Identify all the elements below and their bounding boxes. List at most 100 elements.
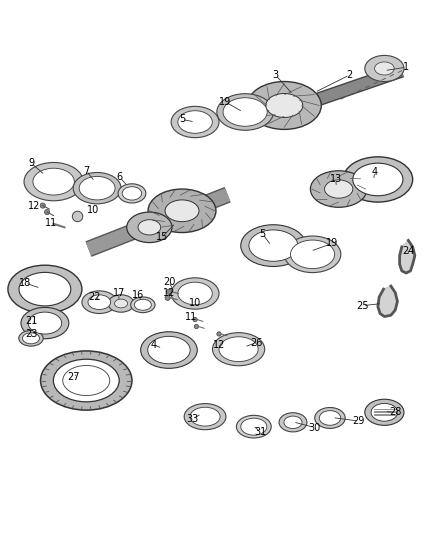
Text: 29: 29 xyxy=(352,416,364,426)
Text: 19: 19 xyxy=(219,97,232,107)
Text: 2: 2 xyxy=(346,70,353,80)
Text: 28: 28 xyxy=(389,407,402,417)
Text: 20: 20 xyxy=(163,277,175,287)
Ellipse shape xyxy=(184,403,226,430)
Text: 7: 7 xyxy=(83,166,89,176)
Ellipse shape xyxy=(41,351,132,410)
Text: 11: 11 xyxy=(184,312,197,321)
Ellipse shape xyxy=(325,180,353,198)
Text: 12: 12 xyxy=(213,340,225,350)
Ellipse shape xyxy=(279,413,307,432)
Ellipse shape xyxy=(28,312,62,334)
Ellipse shape xyxy=(148,189,216,232)
Text: 9: 9 xyxy=(28,158,34,168)
Ellipse shape xyxy=(22,333,39,344)
Text: 5: 5 xyxy=(179,115,185,124)
Text: 16: 16 xyxy=(132,290,145,300)
Ellipse shape xyxy=(165,200,199,222)
Ellipse shape xyxy=(237,415,271,438)
Ellipse shape xyxy=(247,82,321,130)
Ellipse shape xyxy=(79,176,115,200)
Ellipse shape xyxy=(178,111,212,133)
Circle shape xyxy=(193,318,197,322)
Ellipse shape xyxy=(148,336,190,364)
Text: 33: 33 xyxy=(187,414,199,424)
Ellipse shape xyxy=(138,220,161,235)
Ellipse shape xyxy=(19,272,71,306)
Ellipse shape xyxy=(131,297,155,313)
Text: 10: 10 xyxy=(87,205,99,215)
Text: 26: 26 xyxy=(250,338,262,348)
Text: 11: 11 xyxy=(45,218,57,228)
Ellipse shape xyxy=(284,416,302,429)
Text: 19: 19 xyxy=(326,238,338,248)
Ellipse shape xyxy=(219,337,258,361)
Ellipse shape xyxy=(212,333,265,366)
Text: 1: 1 xyxy=(403,62,409,72)
Text: 10: 10 xyxy=(189,298,201,309)
Text: 30: 30 xyxy=(309,423,321,433)
Ellipse shape xyxy=(122,187,142,200)
Ellipse shape xyxy=(365,399,404,425)
Circle shape xyxy=(72,211,83,222)
Polygon shape xyxy=(378,286,397,317)
Text: 21: 21 xyxy=(25,316,37,326)
Text: 12: 12 xyxy=(163,288,175,297)
Ellipse shape xyxy=(63,366,110,395)
Ellipse shape xyxy=(171,278,219,309)
Text: 15: 15 xyxy=(156,232,169,242)
Ellipse shape xyxy=(190,407,220,426)
Ellipse shape xyxy=(82,291,117,313)
Ellipse shape xyxy=(53,359,119,402)
Ellipse shape xyxy=(241,225,306,266)
Ellipse shape xyxy=(266,93,303,117)
Text: 27: 27 xyxy=(67,373,79,383)
Text: 12: 12 xyxy=(28,200,40,211)
Text: 18: 18 xyxy=(19,278,32,288)
Ellipse shape xyxy=(217,94,273,130)
Circle shape xyxy=(40,203,46,208)
Text: 23: 23 xyxy=(25,329,37,339)
Text: 5: 5 xyxy=(259,229,266,239)
Text: 6: 6 xyxy=(117,172,123,182)
Ellipse shape xyxy=(53,360,119,401)
Ellipse shape xyxy=(21,308,69,339)
Ellipse shape xyxy=(178,282,212,305)
Text: 24: 24 xyxy=(402,246,414,256)
Ellipse shape xyxy=(19,330,43,346)
Text: 13: 13 xyxy=(329,174,342,184)
Ellipse shape xyxy=(115,299,127,308)
Ellipse shape xyxy=(290,240,335,269)
Ellipse shape xyxy=(241,418,267,435)
Ellipse shape xyxy=(371,403,398,421)
Ellipse shape xyxy=(88,295,111,310)
Circle shape xyxy=(194,325,198,329)
Ellipse shape xyxy=(8,265,82,313)
Ellipse shape xyxy=(108,295,134,312)
Circle shape xyxy=(45,209,49,215)
Text: 3: 3 xyxy=(272,70,279,80)
Ellipse shape xyxy=(374,62,394,75)
Ellipse shape xyxy=(118,184,146,203)
Text: 25: 25 xyxy=(357,301,369,311)
Ellipse shape xyxy=(315,408,345,429)
Circle shape xyxy=(217,332,221,336)
Ellipse shape xyxy=(284,236,341,272)
Ellipse shape xyxy=(73,173,121,204)
Text: 4: 4 xyxy=(372,167,378,176)
Circle shape xyxy=(166,289,172,294)
Text: 17: 17 xyxy=(113,288,125,297)
Ellipse shape xyxy=(171,107,219,138)
Polygon shape xyxy=(399,240,415,273)
Text: 31: 31 xyxy=(254,427,266,437)
Ellipse shape xyxy=(343,157,413,202)
Ellipse shape xyxy=(223,98,267,126)
Ellipse shape xyxy=(353,163,403,196)
Circle shape xyxy=(165,295,170,301)
Ellipse shape xyxy=(319,410,341,425)
Text: 4: 4 xyxy=(151,340,157,350)
Ellipse shape xyxy=(24,163,83,201)
Ellipse shape xyxy=(134,300,152,310)
Ellipse shape xyxy=(249,230,298,261)
Ellipse shape xyxy=(311,171,367,207)
